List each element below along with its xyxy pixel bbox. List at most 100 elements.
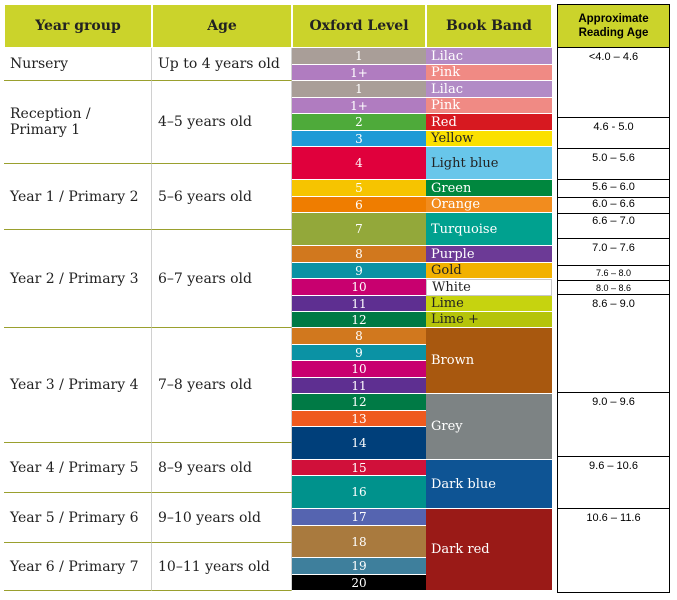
oxford-level-cell: 10 [292, 279, 426, 296]
oxford-level-cell: 1 [292, 81, 426, 98]
age-cell: Up to 4 years old [152, 48, 292, 81]
oxford-level-cell: 20 [292, 575, 426, 591]
book-band-cell: Yellow [426, 131, 552, 147]
book-band-cell: White [426, 279, 552, 296]
year-group-cell: Year 3 / Primary 4 [4, 328, 152, 443]
oxford-level-label: 10 [351, 362, 367, 376]
year-group-cell: Reception / Primary 1 [4, 81, 152, 164]
year-group-label: Reception / Primary 1 [10, 106, 91, 138]
reading-age-cell: 8.0 – 8.6 [557, 281, 670, 295]
age-label: 5–6 years old [158, 188, 253, 205]
year-group-cell: Nursery [4, 48, 152, 81]
header-book-band-label: Book Band [446, 18, 532, 34]
year-group-cell: Year 4 / Primary 5 [4, 443, 152, 493]
reading-age-cell: <4.0 – 4.6 [557, 48, 670, 118]
book-band-cell: Pink [426, 65, 552, 81]
book-band-label: Orange [431, 197, 481, 212]
book-band-cell: Dark blue [426, 460, 552, 509]
oxford-level-label: 13 [351, 411, 367, 426]
oxford-level-label: 15 [351, 460, 367, 475]
oxford-level-label: 19 [351, 559, 367, 573]
reading-age-label: 5.6 – 6.0 [592, 181, 635, 193]
age-label: 9–10 years old [158, 509, 261, 526]
oxford-level-label: 6 [355, 197, 363, 212]
year-group-label: Year 3 / Primary 4 [10, 377, 139, 393]
book-band-label: Green [431, 180, 472, 196]
oxford-level-cell: 4 [292, 147, 426, 180]
oxford-level-cell: 11 [292, 378, 426, 394]
oxford-level-cell: 12 [292, 312, 426, 328]
book-band-cell: Red [426, 114, 552, 131]
reading-age-cell: 6.6 – 7.0 [557, 214, 670, 239]
book-band-cell: Purple [426, 246, 552, 263]
book-band-label: Light blue [431, 155, 499, 171]
reading-age-cell: 10.6 – 11.6 [557, 509, 670, 593]
book-band-cell: Lime + [426, 312, 552, 328]
header-oxford-level: Oxford Level [292, 4, 426, 48]
oxford-level-cell: 6 [292, 197, 426, 213]
reading-age-cell: 9.6 – 10.6 [557, 457, 670, 509]
oxford-level-cell: 14 [292, 427, 426, 460]
oxford-level-label: 5 [355, 181, 363, 195]
age-cell: 9–10 years old [152, 493, 292, 543]
reading-age-cell: 9.0 – 9.6 [557, 393, 670, 457]
oxford-level-cell: 9 [292, 263, 426, 279]
age-label: 7–8 years old [158, 377, 253, 393]
year-group-label: Year 1 / Primary 2 [10, 188, 139, 205]
oxford-level-cell: 7 [292, 213, 426, 246]
book-band-label: Pink [431, 65, 461, 80]
book-band-cell: Pink [426, 98, 552, 114]
oxford-level-label: 2 [355, 115, 363, 129]
book-band-cell: Lilac [426, 81, 552, 98]
oxford-level-label: 12 [351, 395, 367, 409]
oxford-level-cell: 13 [292, 411, 426, 427]
book-band-cell: Lime [426, 296, 552, 312]
oxford-level-label: 16 [351, 485, 367, 499]
age-label: 10–11 years old [158, 558, 270, 575]
book-band-label: Gold [431, 263, 462, 278]
oxford-level-label: 1+ [350, 65, 368, 80]
header-oxford-level-label: Oxford Level [309, 18, 409, 34]
year-group-label: Nursery [10, 56, 69, 72]
reading-age-label: 9.0 – 9.6 [592, 396, 635, 408]
age-cell: 10–11 years old [152, 543, 292, 591]
header-age-label: Age [207, 18, 237, 34]
book-band-label: Lilac [431, 81, 463, 97]
oxford-level-cell: 16 [292, 476, 426, 509]
reading-age-label: 8.0 – 8.6 [595, 282, 632, 293]
oxford-level-cell: 15 [292, 460, 426, 476]
reading-age-label: 9.6 – 10.6 [589, 460, 638, 472]
year-group-label: Year 6 / Primary 7 [10, 558, 139, 575]
oxford-level-label: 8 [355, 247, 363, 261]
oxford-level-cell: 2 [292, 114, 426, 131]
oxford-level-label: 1 [355, 49, 363, 63]
header-year-group: Year group [4, 4, 152, 48]
year-group-cell: Year 1 / Primary 2 [4, 164, 152, 230]
header-reading-age: Approximate Reading Age [557, 4, 670, 48]
book-band-label: Turquoise [431, 221, 498, 237]
age-cell: 8–9 years old [152, 443, 292, 493]
book-band-label: Lilac [431, 48, 463, 64]
book-band-cell: Light blue [426, 147, 552, 180]
age-label: 8–9 years old [158, 459, 253, 476]
age-cell: 6–7 years old [152, 230, 292, 328]
book-band-cell: Green [426, 180, 552, 197]
year-group-cell: Year 2 / Primary 3 [4, 230, 152, 328]
reading-age-cell: 5.0 – 5.6 [557, 149, 670, 180]
reading-age-cell: 7.6 – 8.0 [557, 266, 670, 281]
oxford-level-cell: 1+ [292, 98, 426, 114]
oxford-level-label: 4 [355, 156, 363, 170]
book-band-label: Lime + [431, 312, 479, 327]
book-band-label: White [432, 280, 471, 295]
book-band-cell: Brown [426, 328, 552, 394]
oxford-level-cell: 18 [292, 526, 426, 558]
year-group-label: Year 2 / Primary 3 [10, 270, 139, 287]
book-band-cell: Turquoise [426, 213, 552, 246]
book-band-cell: Dark red [426, 509, 552, 591]
book-band-label: Pink [431, 98, 461, 113]
year-group-cell: Year 6 / Primary 7 [4, 543, 152, 591]
reading-age-label: 7.0 – 7.6 [592, 242, 635, 254]
book-band-label: Lime [431, 296, 464, 311]
age-cell: 4–5 years old [152, 81, 292, 164]
reading-age-label: 10.6 – 11.6 [586, 512, 641, 524]
